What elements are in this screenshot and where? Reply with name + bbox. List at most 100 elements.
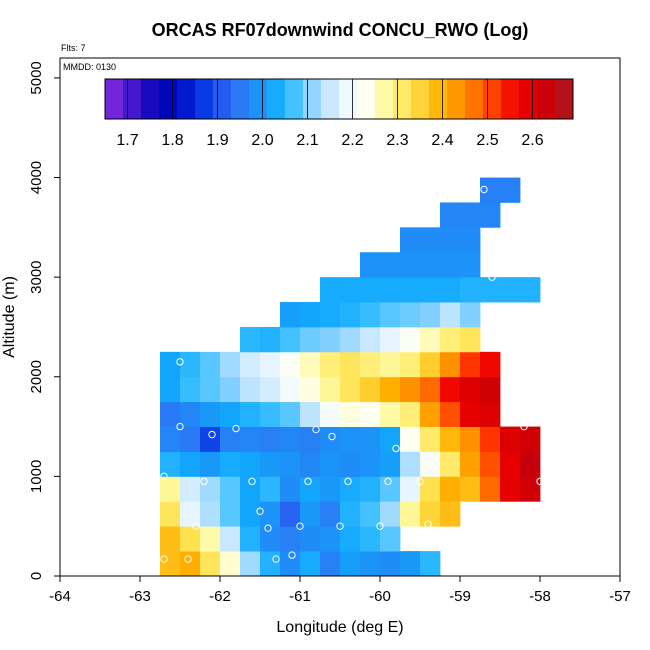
x-tick-label: -64	[49, 588, 71, 605]
flight-point	[160, 555, 168, 563]
heatmap-cell	[460, 326, 481, 353]
heatmap-cell	[180, 401, 201, 427]
colorbar-tick-label: 2.4	[431, 132, 453, 149]
colorbar-swatch	[411, 79, 430, 119]
heatmap-cell	[300, 401, 321, 427]
heatmap-cell	[480, 476, 501, 502]
colorbar-swatch	[249, 79, 268, 119]
heatmap-cell	[380, 401, 401, 427]
heatmap-cell	[160, 526, 181, 552]
heatmap-cell	[380, 526, 401, 552]
heatmap-cell	[480, 376, 501, 403]
flight-point	[536, 477, 544, 486]
heatmap-cell	[280, 376, 301, 403]
heatmap-cell	[260, 451, 281, 477]
heatmap-cell	[380, 252, 401, 278]
heatmap-cell	[520, 451, 541, 477]
colorbar-swatch	[231, 79, 250, 119]
heatmap-cell	[260, 476, 281, 502]
flight-point	[424, 520, 432, 528]
heatmap-cell	[460, 476, 481, 502]
heatmap-cell	[440, 252, 461, 278]
heatmap-cell	[320, 351, 341, 378]
heatmap-cell	[240, 476, 261, 502]
heatmap-cell	[380, 476, 401, 502]
heatmap-cell	[420, 426, 441, 452]
heatmap-cell	[380, 351, 401, 378]
heatmap-cell	[320, 326, 341, 353]
x-tick-label: -63	[129, 588, 151, 605]
heatmap-cell	[380, 451, 401, 477]
heatmap-cell	[420, 376, 441, 403]
heatmap-cell	[220, 401, 241, 427]
colorbar: 1.7 1.8 1.9 2.0 2.1 2.2 2.3 2.4 2.5 2.6	[104, 78, 574, 149]
heatmap-cell	[360, 401, 381, 427]
heatmap-cell	[300, 476, 321, 502]
heatmap-cell	[260, 426, 281, 452]
heatmap-cell	[440, 227, 461, 253]
heatmap-cell	[380, 302, 401, 328]
colorbar-swatch	[393, 79, 412, 119]
y-axis-label: Altitude (m)	[1, 276, 18, 358]
x-axis-label: Longitude (deg E)	[276, 619, 403, 636]
flight-point	[288, 551, 296, 559]
heatmap-cell	[340, 376, 361, 403]
flight-point	[296, 522, 304, 530]
heatmap-cell	[320, 401, 341, 427]
heatmap-cell	[160, 476, 181, 502]
heatmap-cell	[180, 351, 201, 378]
heatmap-cell	[360, 426, 381, 452]
flight-point	[512, 353, 520, 361]
colorbar-swatch	[429, 79, 448, 119]
heatmap-cell	[260, 551, 281, 577]
flights-label: Flts: 7	[61, 43, 86, 53]
colorbar-swatch	[339, 79, 358, 119]
heatmap-cell	[360, 476, 381, 502]
heatmap-cell	[380, 326, 401, 353]
flight-point	[312, 425, 320, 434]
heatmap-cell	[340, 302, 361, 328]
heatmap-cell	[360, 351, 381, 378]
heatmap-cell	[300, 501, 321, 527]
flight-point	[440, 540, 448, 548]
heatmap-cell	[460, 426, 481, 452]
heatmap-cell	[440, 277, 461, 303]
heatmap-cell	[220, 476, 241, 502]
flight-point	[256, 507, 264, 515]
heatmap-cell	[260, 376, 281, 403]
colorbar-frame	[104, 78, 574, 120]
heatmap-cell	[220, 351, 241, 378]
heatmap-cell	[220, 501, 241, 527]
colorbar-swatch	[123, 79, 142, 119]
flight-point	[200, 477, 208, 486]
heatmap-cell	[460, 351, 481, 378]
flight-point	[440, 555, 448, 563]
heatmap-cell	[180, 376, 201, 403]
heatmap-cell	[440, 376, 461, 403]
heatmap-cell	[340, 476, 361, 502]
y-tick-label: 5000	[28, 61, 45, 94]
axes: -64 -63 -62 -61 -60 -59 -58 -57 0 1000 2000 3000 400…	[28, 61, 631, 605]
heatmap-cell	[180, 551, 201, 577]
heatmap-cell	[400, 326, 421, 353]
plot-area	[152, 177, 544, 577]
heatmap-cell	[420, 476, 441, 502]
heatmap-cell	[400, 476, 421, 502]
heatmap-cell	[480, 451, 501, 477]
heatmap-cell	[400, 551, 421, 577]
heatmap-cell	[320, 376, 341, 403]
flight-point	[192, 522, 200, 530]
heatmap-cell	[160, 351, 181, 378]
heatmap-cell	[460, 277, 481, 303]
heatmap-cell	[440, 326, 461, 353]
heatmap-cell	[360, 302, 381, 328]
flight-point	[480, 185, 488, 194]
heatmap-cell	[300, 526, 321, 552]
heatmap-cell	[420, 501, 441, 527]
date-label-box	[61, 59, 123, 73]
heatmap-cell	[420, 551, 441, 577]
colorbar-swatch	[267, 79, 286, 119]
heatmap-cell	[280, 401, 301, 427]
flight-point	[272, 555, 280, 563]
heatmap-cell	[380, 501, 401, 527]
